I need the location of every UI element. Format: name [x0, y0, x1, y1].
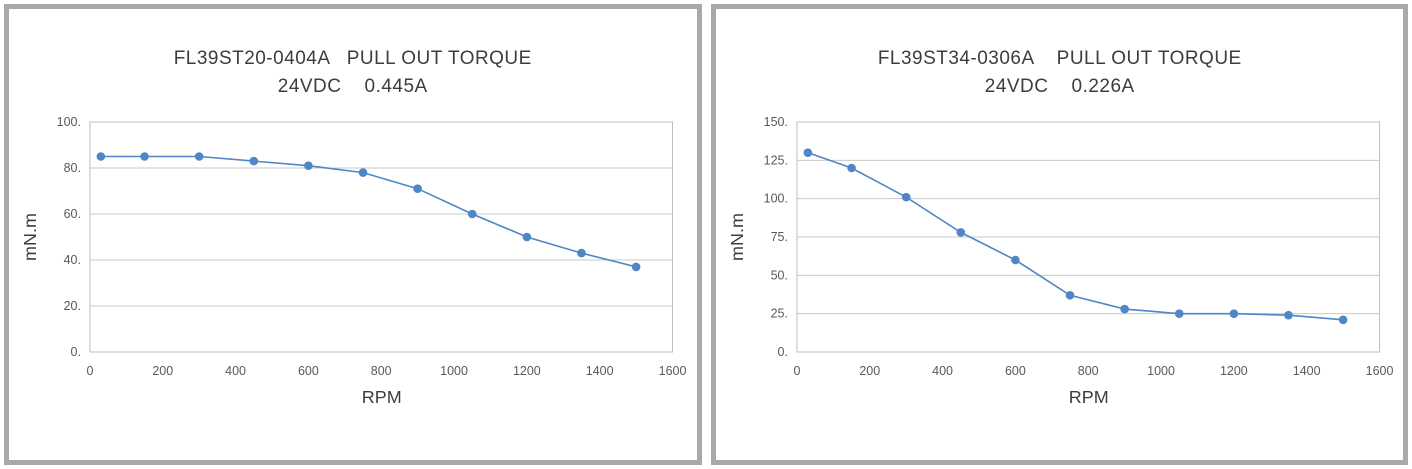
data-point [140, 152, 149, 161]
chart-title-line1: FL39ST34-0306A PULL OUT TORQUE [877, 48, 1241, 69]
data-point [358, 168, 368, 177]
y-tick-label: 100. [57, 115, 81, 129]
x-tick-label: 800 [371, 364, 392, 378]
y-tick-label: 0. [777, 345, 787, 359]
chart-title-line2: 24VDC 0.226A [984, 76, 1134, 97]
y-tick-label: 0. [71, 345, 81, 359]
x-tick-label: 400 [225, 364, 246, 378]
x-tick-label: 1400 [1292, 364, 1320, 378]
x-tick-label: 1200 [1219, 364, 1247, 378]
data-point [1338, 315, 1347, 325]
data-point [1119, 304, 1129, 314]
x-axis-title: RPM [1068, 387, 1108, 407]
series-line [100, 155, 637, 268]
plot-area: 0. 20. 40. 60. 80. 100. 0 200 400 600 800 1000 1200 1… [57, 115, 687, 378]
data-point [249, 156, 259, 166]
data-point [1010, 255, 1020, 265]
data-point [901, 192, 910, 202]
plot-area: 0. 25. 50. 75. 100. 125. 150. 0 200 400 600 800 1000… [763, 115, 1393, 378]
x-tick-label: 600 [298, 364, 319, 378]
x-tick-label: 1600 [659, 364, 687, 378]
x-axis-title: RPM [362, 387, 402, 407]
y-tick-label: 75. [770, 230, 787, 244]
data-point [194, 152, 204, 161]
x-tick-label: 0 [86, 364, 93, 378]
x-tick-label: 200 [152, 364, 173, 378]
y-tick-label: 100. [763, 192, 787, 206]
data-point [955, 228, 965, 237]
x-tick-label: 0 [793, 364, 800, 378]
data-point [846, 163, 856, 173]
plot-border [795, 121, 1380, 353]
data-point [803, 148, 812, 157]
series-line [807, 151, 1343, 321]
data-point [467, 209, 477, 219]
x-tick-label: 800 [1077, 364, 1098, 378]
y-axis-title: mN.m [726, 213, 746, 261]
x-tick-label: 1400 [586, 364, 614, 378]
data-point [413, 184, 422, 193]
data-point [1283, 310, 1293, 320]
chart-panel-left: FL39ST20-0404A PULL OUT TORQUE 24VDC 0.4… [4, 4, 702, 465]
x-tick-label: 1200 [513, 364, 541, 378]
data-point [304, 161, 313, 170]
y-tick-label: 60. [64, 207, 81, 221]
x-tick-label: 1600 [1365, 364, 1393, 378]
data-point [631, 262, 641, 272]
x-tick-label: 1000 [440, 364, 468, 378]
chart-title-line2: 24VDC 0.445A [278, 76, 428, 97]
data-point [96, 152, 106, 161]
x-tick-label: 1000 [1147, 364, 1175, 378]
plot-border [89, 121, 674, 353]
y-tick-label: 150. [763, 115, 787, 129]
x-tick-label: 600 [1004, 364, 1025, 378]
data-point [522, 232, 532, 242]
x-tick-label: 400 [932, 364, 953, 378]
chart-panel-right: FL39ST34-0306A PULL OUT TORQUE 24VDC 0.2… [710, 4, 1408, 465]
y-tick-label: 80. [64, 161, 81, 175]
torque-chart-right: FL39ST34-0306A PULL OUT TORQUE 24VDC 0.2… [726, 48, 1393, 407]
data-point [1174, 309, 1184, 318]
data-point [1065, 290, 1074, 300]
y-tick-label: 40. [64, 253, 81, 267]
y-tick-label: 20. [64, 299, 81, 313]
chart-title-line1: FL39ST20-0404A PULL OUT TORQUE [174, 48, 532, 69]
torque-chart-left: FL39ST20-0404A PULL OUT TORQUE 24VDC 0.4… [20, 48, 687, 407]
x-tick-label: 200 [859, 364, 880, 378]
y-tick-label: 125. [763, 153, 787, 167]
y-tick-label: 25. [770, 307, 787, 321]
data-point [577, 248, 586, 258]
y-axis-title: mN.m [20, 213, 40, 261]
data-point [1229, 309, 1238, 318]
y-tick-label: 50. [770, 268, 787, 282]
